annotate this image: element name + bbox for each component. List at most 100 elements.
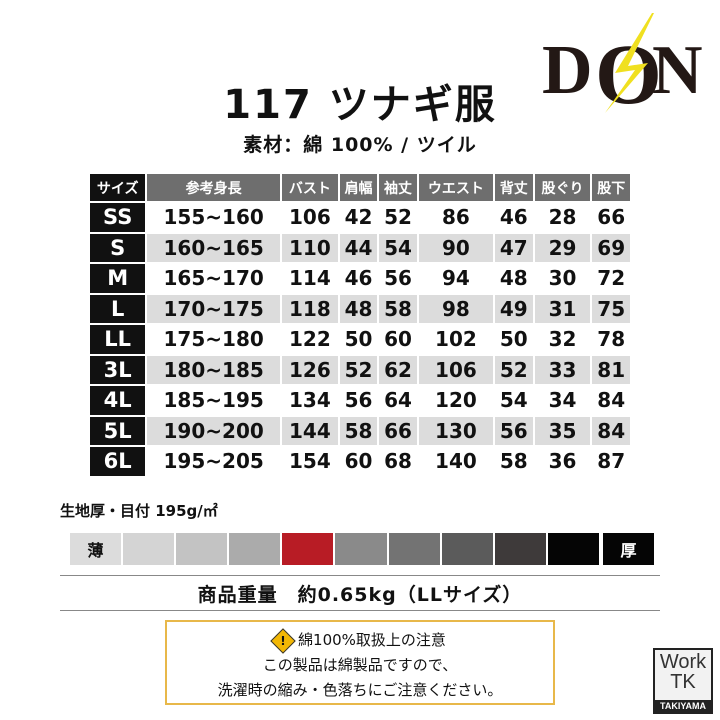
table-cell: 50: [493, 323, 535, 356]
table-cell: 34: [532, 384, 593, 417]
size-cell: 5L: [87, 414, 148, 447]
table-cell: 140: [416, 445, 496, 478]
table-cell: 90: [416, 231, 496, 264]
scale-cell: [441, 533, 495, 565]
table-cell: 54: [377, 231, 419, 264]
column-header: 股下: [590, 172, 632, 203]
table-cell: 47: [493, 231, 535, 264]
size-cell: 6L: [87, 445, 148, 478]
divider: [60, 575, 660, 576]
notice-line: この製品は綿製品ですので、: [262, 656, 458, 674]
table-row: S 160~165 110 44 54 90 47 29 69: [87, 231, 632, 264]
table-row: 6L 195~205 154 60 68 140 58 36 87: [87, 445, 632, 478]
size-cell: 3L: [87, 353, 148, 386]
table-cell: 154: [279, 445, 340, 478]
table-cell: 114: [279, 262, 340, 295]
scale-cell: 薄: [70, 533, 124, 565]
table-cell: 33: [532, 353, 593, 386]
table-cell: 120: [416, 384, 496, 417]
table-cell: 44: [337, 231, 380, 264]
table-cell: 56: [337, 384, 380, 417]
table-cell: 155~160: [145, 201, 282, 234]
table-cell: 165~170: [145, 262, 282, 295]
care-notice: ! 綿100%取扱上の注意 この製品は綿製品ですので、 洗濯時の縮み・色落ちにご注…: [165, 620, 555, 705]
scale-cell: [547, 533, 601, 565]
table-row: 3L 180~185 126 52 62 106 52 33 81: [87, 353, 632, 386]
table-cell: 94: [416, 262, 496, 295]
table-cell: 46: [493, 201, 535, 234]
table-cell: 58: [493, 445, 535, 478]
size-cell: 4L: [87, 384, 148, 417]
table-cell: 50: [337, 323, 380, 356]
size-cell: LL: [87, 323, 148, 356]
table-cell: 56: [493, 414, 535, 447]
column-header: ウエスト: [416, 172, 496, 203]
column-header: 参考身長: [145, 172, 282, 203]
table-cell: 130: [416, 414, 496, 447]
material-info: 素材：綿 100% / ツイル: [243, 134, 477, 156]
table-cell: 32: [532, 323, 593, 356]
table-cell: 60: [337, 445, 380, 478]
logo-text: Work: [659, 651, 707, 673]
size-cell: SS: [87, 201, 148, 234]
column-header: バスト: [279, 172, 340, 203]
table-cell: 31: [532, 292, 593, 325]
column-header: サイズ: [87, 172, 148, 203]
table-header-row: サイズ 参考身長 バスト 肩幅 袖丈 ウエスト 背丈 股ぐり 股下: [87, 172, 632, 203]
table-cell: 175~180: [145, 323, 282, 356]
table-cell: 48: [493, 262, 535, 295]
table-cell: 62: [377, 353, 419, 386]
worktk-logo: Work TK TAKIYAMA: [653, 648, 713, 714]
table-cell: 64: [377, 384, 419, 417]
table-cell: 84: [590, 414, 632, 447]
table-row: LL 175~180 122 50 60 102 50 32 78: [87, 323, 632, 356]
table-cell: 52: [377, 201, 419, 234]
column-header: 股ぐり: [532, 172, 593, 203]
notice-heading: 綿100%取扱上の注意: [298, 631, 446, 649]
product-weight: 商品重量 約0.65kg（LLサイズ）: [197, 584, 523, 606]
table-cell: 134: [279, 384, 340, 417]
table-cell: 160~165: [145, 231, 282, 264]
table-cell: 98: [416, 292, 496, 325]
table-cell: 102: [416, 323, 496, 356]
scale-cell: [229, 533, 283, 565]
size-table: サイズ 参考身長 バスト 肩幅 袖丈 ウエスト 背丈 股ぐり 股下 SS 155~160 106 42…: [87, 172, 632, 478]
size-cell: S: [87, 231, 148, 264]
scale-cell: [494, 533, 548, 565]
table-cell: 58: [337, 414, 380, 447]
table-row: 5L 190~200 144 58 66 130 56 35 84: [87, 414, 632, 447]
notice-line: 洗濯時の縮み・色落ちにご注意ください。: [217, 681, 503, 699]
table-cell: 36: [532, 445, 593, 478]
thickness-label: 生地厚・目付 195g/㎡: [60, 502, 218, 520]
size-cell: L: [87, 292, 148, 325]
thickness-scale: 薄厚: [70, 533, 657, 565]
scale-cell: [388, 533, 442, 565]
table-cell: 30: [532, 262, 593, 295]
table-cell: 29: [532, 231, 593, 264]
table-cell: 68: [377, 445, 419, 478]
table-cell: 87: [590, 445, 632, 478]
table-cell: 58: [377, 292, 419, 325]
table-row: L 170~175 118 48 58 98 49 31 75: [87, 292, 632, 325]
don-logo: D O N: [542, 13, 703, 113]
table-cell: 86: [416, 201, 496, 234]
table-cell: 66: [590, 201, 632, 234]
table-cell: 110: [279, 231, 340, 264]
table-cell: 28: [532, 201, 593, 234]
table-cell: 52: [337, 353, 380, 386]
logo-text: TK: [670, 671, 696, 693]
column-header: 肩幅: [337, 172, 380, 203]
table-cell: 195~205: [145, 445, 282, 478]
table-cell: 170~175: [145, 292, 282, 325]
table-cell: 190~200: [145, 414, 282, 447]
table-cell: 52: [493, 353, 535, 386]
table-cell: 144: [279, 414, 340, 447]
table-cell: 84: [590, 384, 632, 417]
table-row: SS 155~160 106 42 52 86 46 28 66: [87, 201, 632, 234]
table-cell: 42: [337, 201, 380, 234]
table-cell: 122: [279, 323, 340, 356]
table-cell: 66: [377, 414, 419, 447]
table-row: 4L 185~195 134 56 64 120 54 34 84: [87, 384, 632, 417]
table-cell: 56: [377, 262, 419, 295]
table-cell: 49: [493, 292, 535, 325]
